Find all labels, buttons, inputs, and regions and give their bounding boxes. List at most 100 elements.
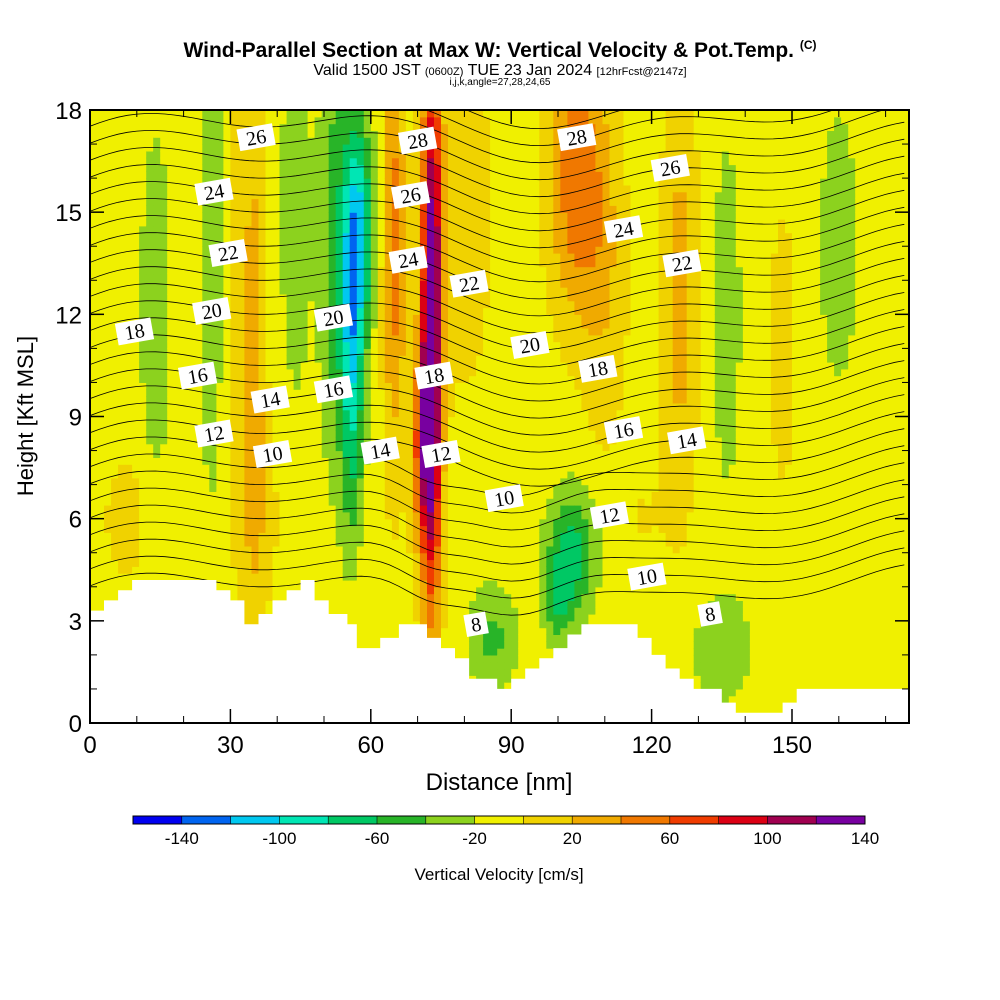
velocity-cell [90, 518, 98, 527]
velocity-cell [230, 552, 238, 561]
velocity-cell [405, 212, 414, 220]
velocity-cell [139, 505, 147, 513]
velocity-cell [202, 450, 210, 458]
velocity-cell [230, 505, 238, 513]
velocity-cell [167, 416, 175, 424]
velocity-cell [146, 402, 154, 411]
velocity-cell [419, 402, 428, 411]
velocity-cell [412, 450, 421, 458]
velocity-cell [132, 518, 140, 527]
velocity-cell [181, 259, 189, 268]
velocity-cell [448, 348, 456, 356]
velocity-cell [469, 593, 477, 601]
velocity-cell [139, 123, 147, 131]
velocity-cell [412, 348, 421, 356]
velocity-cell [279, 532, 288, 540]
velocity-cell [244, 212, 252, 220]
velocity-cell [202, 232, 210, 240]
velocity-cell [230, 287, 238, 295]
velocity-cell [125, 518, 133, 527]
velocity-cell [160, 573, 168, 581]
velocity-cell [300, 253, 309, 261]
velocity-cell [377, 389, 386, 397]
velocity-cell [384, 586, 393, 595]
velocity-cell [363, 341, 372, 349]
velocity-cell [356, 593, 365, 601]
velocity-cell [181, 545, 189, 554]
velocity-cell [335, 157, 344, 166]
velocity-cell [342, 477, 351, 486]
velocity-cell [286, 259, 295, 268]
velocity-cell [335, 511, 344, 520]
velocity-cell [349, 593, 358, 601]
velocity-cell [153, 157, 161, 166]
velocity-cell [384, 396, 393, 404]
velocity-cell [356, 396, 365, 404]
velocity-cell [419, 525, 428, 533]
velocity-cell [104, 144, 112, 152]
velocity-cell [434, 539, 442, 547]
velocity-cell [434, 130, 442, 138]
velocity-cell [469, 648, 477, 656]
velocity-cell [462, 477, 470, 486]
velocity-cell [251, 287, 260, 295]
velocity-cell [202, 566, 210, 574]
velocity-cell [363, 627, 372, 635]
velocity-cell [132, 341, 140, 349]
velocity-cell [174, 471, 182, 479]
velocity-cell [462, 430, 470, 438]
velocity-cell [455, 300, 463, 309]
velocity-cell [293, 348, 302, 356]
velocity-cell [419, 573, 428, 581]
velocity-cell [174, 116, 182, 125]
velocity-cell [398, 430, 407, 438]
velocity-cell [97, 382, 105, 390]
velocity-cell [448, 525, 456, 533]
velocity-cell [195, 409, 203, 418]
velocity-cell [307, 450, 316, 458]
velocity-cell [209, 402, 217, 411]
velocity-cell [328, 430, 337, 438]
velocity-cell [132, 150, 140, 159]
velocity-cell [384, 525, 393, 533]
velocity-cell [427, 580, 435, 588]
velocity-cell [146, 164, 154, 172]
velocity-cell [125, 566, 133, 574]
velocity-cell [448, 334, 456, 343]
velocity-cell [104, 368, 112, 377]
velocity-cell [342, 225, 351, 234]
velocity-cell [314, 362, 323, 370]
velocity-cell [377, 150, 386, 159]
velocity-cell [216, 348, 224, 356]
velocity-cell [391, 341, 400, 349]
velocity-cell [279, 505, 288, 513]
velocity-cell [363, 532, 372, 540]
velocity-cell [405, 525, 414, 533]
velocity-cell [209, 321, 217, 329]
velocity-cell [363, 607, 372, 615]
velocity-cell [279, 178, 288, 186]
velocity-cell [139, 259, 147, 268]
velocity-cell [139, 430, 147, 438]
velocity-cell [104, 266, 112, 275]
velocity-cell [293, 382, 302, 390]
velocity-cell [300, 225, 309, 234]
velocity-cell [139, 232, 147, 240]
velocity-cell [455, 123, 463, 131]
velocity-cell [419, 498, 428, 506]
velocity-cell [111, 212, 119, 220]
velocity-cell [441, 484, 449, 492]
velocity-cell [448, 341, 456, 349]
velocity-cell [321, 144, 330, 152]
velocity-cell [209, 341, 217, 349]
velocity-cell [188, 416, 196, 424]
velocity-cell [258, 511, 267, 520]
velocity-cell [441, 607, 449, 615]
velocity-cell [427, 539, 435, 547]
velocity-cell [209, 110, 217, 118]
velocity-cell [377, 614, 386, 622]
velocity-cell [272, 505, 281, 513]
velocity-cell [216, 164, 224, 172]
velocity-cell [384, 484, 393, 492]
velocity-cell [349, 191, 358, 200]
